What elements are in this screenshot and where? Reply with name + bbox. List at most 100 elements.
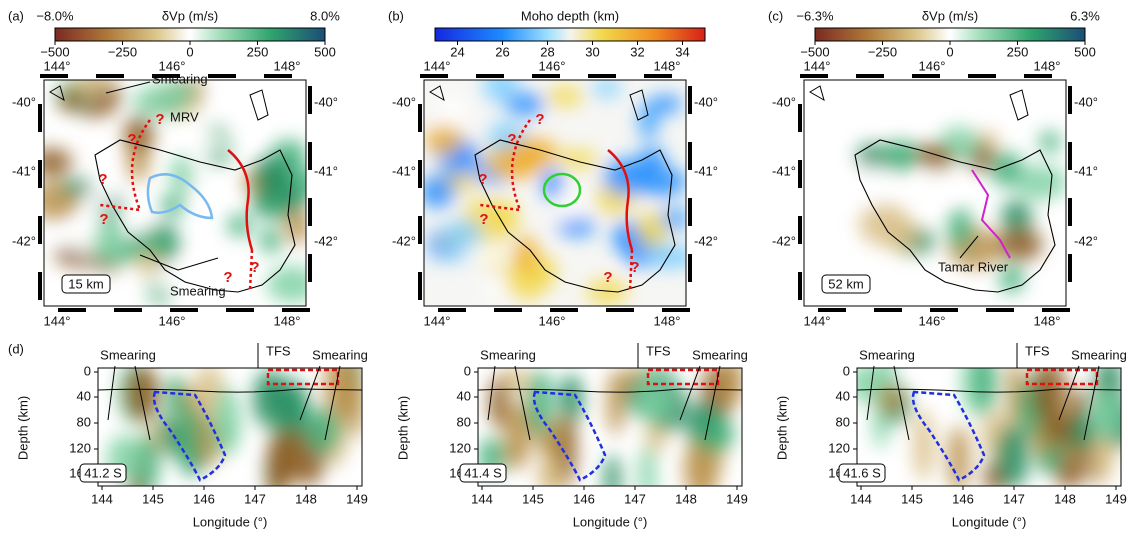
map-tick-left: -42°: [392, 233, 416, 248]
y-tick-label: 0: [843, 363, 850, 378]
colorbar-tick-label: −500: [40, 44, 69, 59]
anomaly: [718, 355, 744, 407]
map-tick-bottom: 144°: [804, 313, 831, 328]
anomaly: [649, 95, 682, 113]
velocity-field: [419, 67, 698, 306]
question-mark: ?: [630, 259, 639, 276]
colorbar-tick-label: 0: [186, 44, 193, 59]
colorbar-tick-label: 500: [314, 44, 336, 59]
question-mark: ?: [603, 269, 612, 286]
anomaly: [855, 165, 886, 204]
question-mark: ?: [250, 259, 259, 276]
annotation: Smearing: [312, 347, 368, 362]
map-tick-right: -40°: [694, 94, 718, 109]
map-tick-bottom: 148°: [1034, 313, 1061, 328]
latitude-label: 41.6 S: [843, 465, 881, 480]
anomaly: [948, 208, 973, 249]
map-tick-top: 146°: [539, 58, 566, 73]
colorbar-tick-label: 28: [540, 44, 554, 59]
annotation: TFS: [266, 343, 291, 358]
map-tick-right: -42°: [1074, 233, 1098, 248]
anomaly: [285, 209, 311, 244]
anomaly: [162, 420, 178, 458]
panel-label: (a): [8, 8, 24, 23]
y-tick-label: 40: [457, 388, 471, 403]
annotation: Smearing: [480, 347, 536, 362]
map-tick-bottom: 144°: [424, 313, 451, 328]
annotation: Tamar River: [938, 259, 1009, 274]
panel-label: (d): [8, 341, 24, 356]
colorbar-title: Moho depth (km): [521, 8, 619, 23]
map-tick-bottom: 148°: [654, 313, 681, 328]
anomaly: [527, 369, 553, 436]
map-tick-left: -40°: [12, 94, 36, 109]
anomaly: [419, 176, 455, 207]
depth-label: 52 km: [828, 276, 863, 291]
anomaly: [556, 150, 599, 169]
colorbar-tick-label: 0: [946, 44, 953, 59]
colorbar-title: δVp (m/s): [162, 8, 218, 23]
map-tick-top: 148°: [654, 58, 681, 73]
map-tick-top: 148°: [274, 58, 301, 73]
map-tick-top: 146°: [919, 58, 946, 73]
x-tick-label: 144: [471, 491, 493, 506]
axis-title: Longitude (°): [193, 514, 268, 529]
map-tick-right: -41°: [314, 163, 338, 178]
map-tick-left: -41°: [772, 163, 796, 178]
colorbar-left: −6.3%: [796, 8, 834, 23]
y-tick-label: 120: [828, 440, 850, 455]
colorbar-tick-label: −250: [868, 44, 897, 59]
annotation: TFS: [1025, 343, 1050, 358]
axis-title: Depth (km): [395, 396, 410, 460]
depth-label: 15 km: [68, 276, 103, 291]
map-tick-top: 148°: [1034, 58, 1061, 73]
annotation: MRV: [170, 109, 199, 124]
map-tick-right: -42°: [314, 233, 338, 248]
x-tick-label: 145: [522, 491, 544, 506]
colorbar: [435, 28, 705, 41]
question-mark: ?: [98, 171, 107, 188]
x-tick-label: 146: [573, 491, 595, 506]
anomaly: [558, 218, 596, 237]
section-panel: Depth (km)04080120160144145146147148149S…: [15, 343, 367, 509]
anomaly: [504, 441, 528, 470]
anomaly: [998, 228, 1043, 261]
anomaly: [1039, 131, 1060, 153]
anomaly: [660, 207, 689, 230]
map-tick-bottom: 146°: [159, 313, 186, 328]
latitude-label: 41.2 S: [84, 465, 122, 480]
y-tick-label: 120: [449, 440, 471, 455]
y-tick-label: 0: [84, 363, 91, 378]
anomaly: [489, 377, 509, 427]
map-tick-left: -40°: [392, 94, 416, 109]
colorbar: [815, 28, 1085, 41]
x-tick-label: 149: [726, 491, 748, 506]
colorbar-tick-label: 500: [1074, 44, 1096, 59]
colorbar-tick-label: 30: [585, 44, 599, 59]
question-mark: ?: [99, 211, 108, 228]
map-tick-bottom: 144°: [44, 313, 71, 328]
colorbar-tick-label: −250: [108, 44, 137, 59]
anomaly: [604, 455, 620, 503]
anomaly: [93, 223, 124, 264]
map-panel: (a)δVp (m/s)−8.0%8.0%−500−2500250500144°…: [8, 8, 340, 328]
colorbar-tick-label: 32: [630, 44, 644, 59]
anomaly: [193, 134, 226, 152]
section-panel: Depth (km)Longitude (°)04080120160144145…: [774, 343, 1128, 529]
colorbar-tick-label: −500: [800, 44, 829, 59]
map-tick-left: -42°: [12, 233, 36, 248]
colorbar-right: 6.3%: [1070, 8, 1100, 23]
y-tick-label: 40: [77, 388, 91, 403]
annotation: Smearing: [170, 283, 226, 298]
map-tick-right: -42°: [694, 233, 718, 248]
anomaly: [698, 414, 734, 453]
map-tick-top: 144°: [44, 58, 71, 73]
anomaly: [464, 242, 509, 264]
section-field: [478, 355, 744, 503]
annotation: TFS: [646, 343, 671, 358]
colorbar-tick-label: 250: [1007, 44, 1029, 59]
map-tick-left: -40°: [772, 94, 796, 109]
annotation: Smearing: [859, 347, 915, 362]
axis-title: Depth (km): [774, 396, 789, 460]
colorbar-tick-label: 24: [450, 44, 464, 59]
